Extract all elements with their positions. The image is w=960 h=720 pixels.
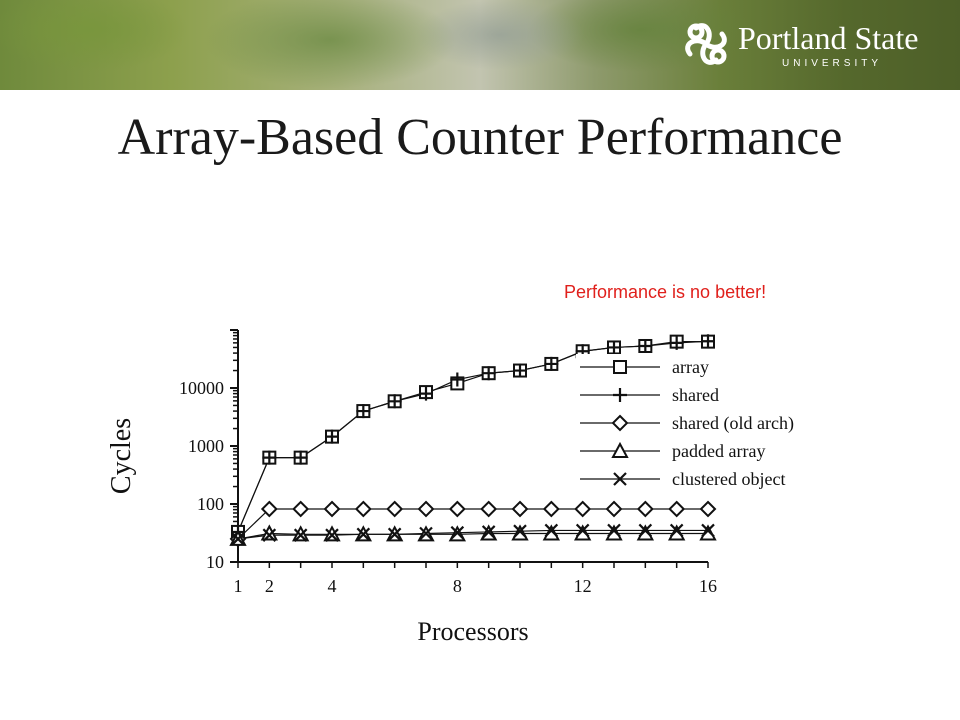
point-shared [607,340,621,355]
point-shared-old-arch [292,500,310,518]
x-tick-label: 12 [574,576,592,596]
point-clustered-object [481,525,496,539]
point-clustered-object [262,528,277,542]
point-shared [262,450,277,465]
point-shared-old-arch [448,500,466,518]
point-shared [356,404,371,419]
legend-label-clustered-object: clustered object [672,469,785,489]
y-tick-label: 10000 [179,378,224,398]
legend-marker-array [613,360,627,374]
point-clustered-object [701,523,715,538]
series-line-shared [237,340,709,533]
point-clustered-object [638,523,653,538]
legend-label-shared-old-arch: shared (old arch) [672,413,794,434]
callout-text: Performance is no better! [564,282,767,302]
point-clustered-object [513,524,527,538]
point-clustered-object [387,527,402,542]
point-clustered-object [450,525,465,540]
legend-label-array: array [672,357,709,377]
legend-label-padded-array: padded array [672,441,765,461]
point-clustered-object [575,523,590,538]
point-clustered-object [669,523,684,538]
series-line-clustered-object [237,529,708,540]
series-line-padded-array [237,532,708,540]
point-shared-old-arch [668,500,686,518]
point-shared-old-arch [605,500,623,518]
point-clustered-object [325,528,339,542]
x-tick-label: 16 [699,576,717,596]
y-tick-label: 100 [197,494,224,514]
logo-wordmark: Portland State [738,20,919,56]
point-clustered-object [419,526,433,541]
point-shared [544,356,559,371]
point-clustered-object [293,528,308,542]
point-clustered-object [356,527,371,542]
x-tick-label: 2 [265,576,274,596]
point-shared-old-arch [699,500,717,518]
point-shared-old-arch [574,500,592,518]
point-shared-old-arch [323,500,341,518]
point-shared [387,394,402,409]
point-shared [293,450,308,465]
point-shared [419,386,433,401]
legend-marker-padded-array [611,441,629,458]
legend-marker-shared [613,388,627,402]
series-line-shared-old-arch [237,508,708,540]
point-padded-array [511,524,529,541]
slide-title: Array-Based Counter Performance [117,109,843,166]
point-shared [513,363,527,378]
psu-knot-icon [685,23,727,65]
header-banner: Portland State UNIVERSITY [0,0,960,90]
point-shared-old-arch [354,500,372,518]
y-axis-label: Cycles [106,418,137,494]
point-shared-old-arch [511,500,529,518]
legend-label-shared: shared [672,385,719,405]
point-shared [325,429,339,444]
y-tick-label: 1000 [188,436,224,456]
point-clustered-object [607,523,621,538]
legend-marker-clustered-object [613,472,627,486]
x-tick-label: 1 [234,576,243,596]
x-tick-label: 8 [453,576,462,596]
point-padded-array [260,524,279,541]
point-shared [638,338,653,353]
point-clustered-object [231,532,245,546]
point-clustered-object [544,523,559,538]
logo-subtitle: UNIVERSITY [782,58,883,69]
point-shared [481,366,496,381]
y-tick-label: 10 [206,552,224,572]
point-shared-old-arch [417,500,435,518]
point-shared-old-arch [542,500,560,518]
university-logo[interactable]: Portland State UNIVERSITY [680,16,940,74]
performance-chart: 10 100 1000 10000 1 2 4 8 12 16 Processors Cycles ar… [100,310,840,650]
x-axis-label: Processors [417,617,528,646]
point-shared-old-arch [636,500,654,518]
point-shared-old-arch [386,500,404,518]
point-shared-old-arch [260,500,278,518]
legend-marker-shared-old-arch [611,414,629,432]
point-shared [450,372,465,387]
point-shared [701,334,715,349]
point-shared-old-arch [480,500,498,518]
point-shared [669,335,684,350]
x-tick-label: 4 [328,576,337,596]
